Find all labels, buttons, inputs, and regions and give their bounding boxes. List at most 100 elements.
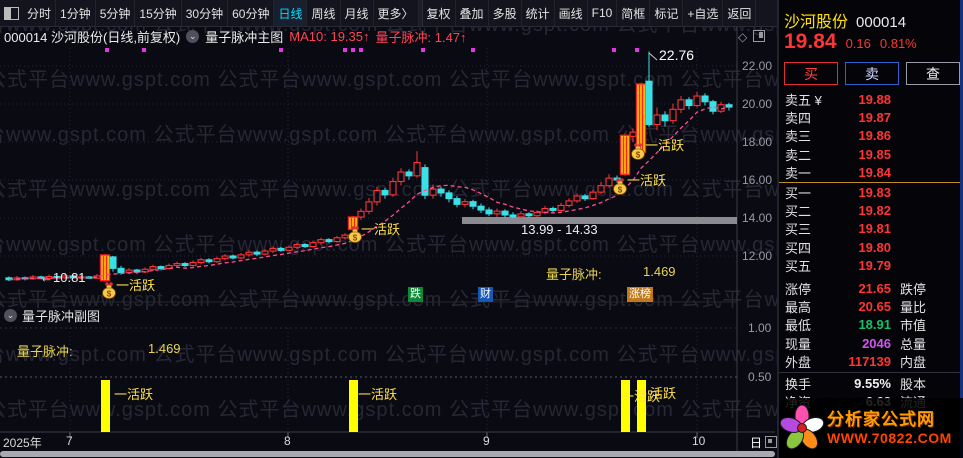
menu-item-日线[interactable]: 日线 [274, 0, 308, 26]
panel-toggle-icon[interactable] [753, 30, 766, 42]
bid-price: 19.81 [858, 221, 891, 237]
menu-item-更多〉[interactable]: 更多〉 [374, 0, 419, 26]
window-layout-icon[interactable] [4, 6, 19, 20]
stat-label2: 量比 [900, 300, 927, 316]
order-book: 卖五 ¥ 19.88 卖四 19.87 卖三 19.86 卖二 19.85 卖一 19.84 买一 1… [779, 90, 960, 275]
chart-header: 000014 沙河股份(日线,前复权) ⌄ 量子脉冲主图 MA10: 19.35… [4, 27, 467, 46]
menu-item-分时[interactable]: 分时 [23, 0, 57, 26]
menu-item-30分钟[interactable]: 30分钟 [182, 0, 229, 26]
ask-row: 卖五 ¥ 19.88 [779, 90, 960, 108]
stat-label: 最低 [785, 318, 812, 334]
watermark-text: 公式平台www.gspt.com 公式平台www.gspt.com 公式平台ww… [0, 399, 777, 421]
watermark-text: 公式平台www.gspt.com 公式平台www.gspt.com 公式平台ww… [0, 234, 777, 256]
watermark-text: 公式平台www.gspt.com 公式平台www.gspt.com 公式平台ww… [0, 124, 777, 146]
trade-button-卖[interactable]: 卖 [845, 62, 899, 85]
stat-row-换手: 换手 9.55% 股本 [779, 374, 960, 392]
layout-grid-icon[interactable] [765, 436, 777, 448]
bid-row: 买一 19.83 [779, 183, 960, 201]
ask-label: 卖五 ¥ [785, 92, 822, 108]
stock-title: 000014 沙河股份(日线,前复权) [4, 30, 181, 45]
stat-label2: 内盘 [900, 355, 927, 371]
menu-item-画线[interactable]: 画线 [555, 0, 588, 26]
stat-value: 117139 [848, 354, 891, 370]
price-change: 0.16 [845, 36, 871, 51]
menu-item-标记[interactable]: 标记 [650, 0, 684, 26]
menu-item-月线[interactable]: 月线 [341, 0, 374, 26]
menu-item-F10[interactable]: F10 [588, 0, 618, 26]
stock-name: 沙河股份 [784, 14, 849, 31]
stat-label2: 总量 [900, 336, 927, 352]
svg-text:$: $ [353, 234, 358, 243]
menu-item-多股[interactable]: 多股 [489, 0, 522, 26]
trade-button-查[interactable]: 查 [906, 62, 960, 85]
menu-item-15分钟[interactable]: 15分钟 [135, 0, 182, 26]
stat-label: 现量 [785, 336, 812, 352]
overlay-indicator-name[interactable]: 量子脉冲主图 [205, 30, 284, 45]
bid-row: 买四 19.80 [779, 238, 960, 256]
menu-item-返回[interactable]: 返回 [723, 0, 757, 26]
ask-row: 卖二 19.85 [779, 145, 960, 163]
stat-label: 换手 [785, 376, 812, 392]
chevron-down-icon[interactable]: ⌄ [186, 30, 200, 43]
ask-label: 卖三 [785, 129, 812, 145]
ask-price: 19.85 [858, 146, 891, 162]
bid-price: 19.80 [858, 239, 891, 255]
bid-price: 19.79 [858, 258, 891, 274]
trade-buttons: 买卖查 [784, 62, 960, 85]
menu-item-60分钟[interactable]: 60分钟 [228, 0, 275, 26]
bid-row: 买三 19.81 [779, 220, 960, 238]
stock-code: 000014 [856, 14, 907, 31]
menu-item-周线[interactable]: 周线 [307, 0, 341, 26]
horizontal-scrollbar[interactable] [0, 451, 775, 457]
stat-row-最低: 最低 18.91 市值 [779, 316, 960, 334]
menu-item-简框[interactable]: 简框 [617, 0, 651, 26]
subchart-header: ⌄ 量子脉冲副图 [4, 306, 100, 325]
stat-label2: 跌停 [900, 281, 927, 297]
ask-price: 19.84 [858, 165, 891, 181]
quote-stats: 涨停 21.65 跌停 最高 20.65 量比 最低 18.91 市值 现量 2046 总量 外盘 117… [779, 279, 960, 411]
menu-item-+自选[interactable]: +自选 [683, 0, 724, 26]
watermark-text: 公式平台www.gspt.com 公式平台www.gspt.com 公式平台ww… [0, 289, 777, 311]
bid-label: 买四 [785, 240, 812, 256]
svg-text:$: $ [636, 151, 641, 160]
stat-label2: 股本 [900, 376, 927, 392]
bid-row: 买二 19.82 [779, 201, 960, 219]
stat-value: 20.65 [858, 299, 891, 315]
menubar: 分时 1分钟 5分钟 15分钟 30分钟 60分钟 日线 周线 月线 更多〉 复权 叠加 多股 统计 画线 F… [0, 0, 777, 27]
ask-label: 卖一 [785, 166, 812, 182]
menu-item-叠加[interactable]: 叠加 [456, 0, 489, 26]
stat-row-最高: 最高 20.65 量比 [779, 297, 960, 315]
menu-item-1分钟[interactable]: 1分钟 [56, 0, 96, 26]
stat-value: 9.55% [854, 375, 891, 391]
quote-panel: 沙河股份 000014 19.84 0.16 0.81% 买卖查 卖五 ¥ 19.… [777, 0, 963, 458]
ask-price: 19.86 [858, 128, 891, 144]
ask-price: 19.87 [858, 110, 891, 126]
stat-label2: 市值 [900, 318, 927, 334]
watermark-text: 公式平台www.gspt.com 公式平台www.gspt.com 公式平台ww… [0, 344, 777, 366]
pulse-main-value: 量子脉冲: 1.47↑ [375, 30, 467, 45]
trade-button-买[interactable]: 买 [784, 62, 838, 85]
ask-row: 卖三 19.86 [779, 127, 960, 145]
watermark-text: 公式平台www.gspt.com 公式平台www.gspt.com 公式平台ww… [0, 69, 777, 91]
stat-label: 涨停 [785, 281, 812, 297]
menu-item-复权[interactable]: 复权 [423, 0, 456, 26]
menu-item-5分钟[interactable]: 5分钟 [96, 0, 136, 26]
last-price: 19.84 [784, 30, 837, 53]
period-selector[interactable]: 日 [750, 436, 763, 450]
bid-row: 买五 19.79 [779, 257, 960, 275]
ask-price: 19.88 [858, 91, 891, 107]
bid-price: 19.83 [858, 184, 891, 200]
ask-label: 卖二 [785, 147, 812, 163]
ask-row: 卖四 19.87 [779, 108, 960, 126]
ma10-value: MA10: 19.35↑ [289, 29, 370, 44]
stat-value: 18.91 [858, 317, 891, 333]
diamond-icon[interactable]: ◇ [738, 30, 748, 44]
menu-item-统计[interactable]: 统计 [522, 0, 555, 26]
bid-price: 19.82 [858, 203, 891, 219]
chart-header-tools: ◇ [738, 30, 766, 44]
stat-row-现量: 现量 2046 总量 [779, 334, 960, 352]
candlestick-chart[interactable]: $ $ $ $ [0, 0, 777, 458]
chevron-down-icon[interactable]: ⌄ [4, 309, 17, 322]
stat-value: 21.65 [858, 280, 891, 296]
